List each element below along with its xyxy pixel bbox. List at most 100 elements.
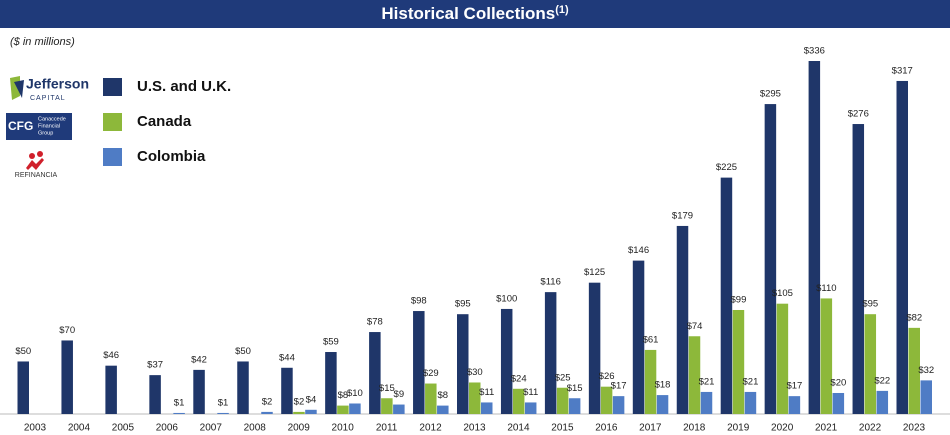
value-label: $2 (294, 396, 305, 407)
bar (193, 369, 205, 414)
bar (876, 390, 889, 414)
x-tick-label: 2005 (112, 423, 135, 434)
value-label: $4 (306, 394, 317, 405)
value-label: $317 (892, 65, 913, 76)
bar (588, 282, 601, 414)
value-label: $21 (743, 376, 759, 387)
value-label: $179 (672, 210, 693, 221)
value-label: $105 (772, 288, 793, 299)
value-label: $18 (655, 380, 671, 391)
bar (788, 396, 801, 414)
bar (644, 349, 657, 414)
bar (281, 367, 293, 414)
value-label: $59 (323, 337, 339, 348)
bar (149, 375, 161, 414)
legend-label: Colombia (137, 148, 206, 165)
x-tick-label: 2009 (288, 423, 311, 434)
x-tick-label: 2018 (683, 423, 706, 434)
value-label: $82 (906, 312, 922, 323)
bar (908, 327, 920, 414)
bar (764, 104, 777, 414)
value-label: $116 (540, 277, 560, 288)
x-tick-label: 2020 (771, 423, 794, 434)
value-label: $1 (174, 397, 185, 408)
chart-title: Historical Collections(1) (381, 4, 569, 24)
bar (105, 365, 117, 414)
value-label: $30 (467, 367, 483, 378)
bar (437, 405, 449, 414)
value-label: $22 (874, 375, 890, 386)
bar (524, 402, 537, 414)
value-label: $74 (687, 321, 703, 332)
x-tick-label: 2007 (200, 423, 223, 434)
bar (305, 409, 317, 414)
bar (261, 411, 273, 414)
bar (173, 412, 185, 414)
bar (920, 380, 932, 414)
bar (293, 411, 305, 414)
value-label: $17 (786, 381, 802, 392)
bar (469, 382, 481, 414)
x-tick-label: 2010 (332, 423, 355, 434)
bar (413, 311, 425, 414)
value-label: $11 (523, 387, 538, 398)
value-label: $20 (830, 378, 846, 389)
logo-text: Jefferson (26, 76, 89, 92)
bar (325, 352, 337, 414)
x-tick-label: 2006 (156, 423, 179, 434)
bar (349, 403, 361, 414)
value-label: $11 (479, 387, 494, 398)
bar (676, 225, 689, 414)
legend-swatch (103, 113, 122, 131)
x-tick-label: 2004 (68, 423, 91, 434)
value-label: $15 (567, 383, 583, 394)
bar (369, 332, 381, 414)
bar (832, 392, 845, 414)
value-label: $15 (379, 383, 395, 394)
bar (808, 61, 821, 414)
bar (744, 391, 757, 414)
bar (852, 124, 865, 415)
value-label: $336 (804, 46, 825, 57)
x-tick-label: 2016 (595, 423, 618, 434)
logo-text: Financial (38, 123, 60, 129)
bar (544, 292, 557, 414)
bar (425, 383, 437, 414)
value-label: $9 (394, 389, 405, 400)
value-label: $44 (279, 352, 295, 363)
value-label: $146 (628, 245, 649, 256)
bar (820, 298, 833, 414)
value-label: $295 (760, 89, 781, 100)
value-label: $10 (347, 388, 363, 399)
value-label: $24 (511, 373, 527, 384)
bar (776, 303, 789, 414)
bar (600, 386, 613, 414)
value-label: $100 (496, 293, 517, 304)
bar (457, 314, 469, 414)
bar (688, 336, 701, 414)
bar (612, 396, 625, 414)
value-label: $26 (599, 371, 615, 382)
bar (500, 308, 513, 414)
x-tick-label: 2014 (507, 423, 530, 434)
value-label: $46 (103, 350, 119, 361)
logo-text: REFINANCIA (15, 172, 58, 179)
legend-label: U.S. and U.K. (137, 78, 231, 95)
value-label: $95 (455, 299, 471, 310)
bar (568, 398, 581, 414)
x-tick-label: 2008 (244, 423, 267, 434)
value-label: $21 (699, 376, 715, 387)
x-tick-label: 2012 (419, 423, 442, 434)
value-label: $110 (816, 283, 836, 294)
logo-text: Group (38, 130, 53, 136)
value-label: $225 (716, 162, 737, 173)
bar (864, 314, 877, 414)
legend-swatch (103, 148, 122, 166)
value-label: $2 (262, 396, 273, 407)
value-label: $32 (918, 365, 934, 376)
bar (217, 412, 229, 414)
value-label: $125 (584, 267, 605, 278)
bar (381, 398, 393, 414)
value-label: $42 (191, 354, 207, 365)
